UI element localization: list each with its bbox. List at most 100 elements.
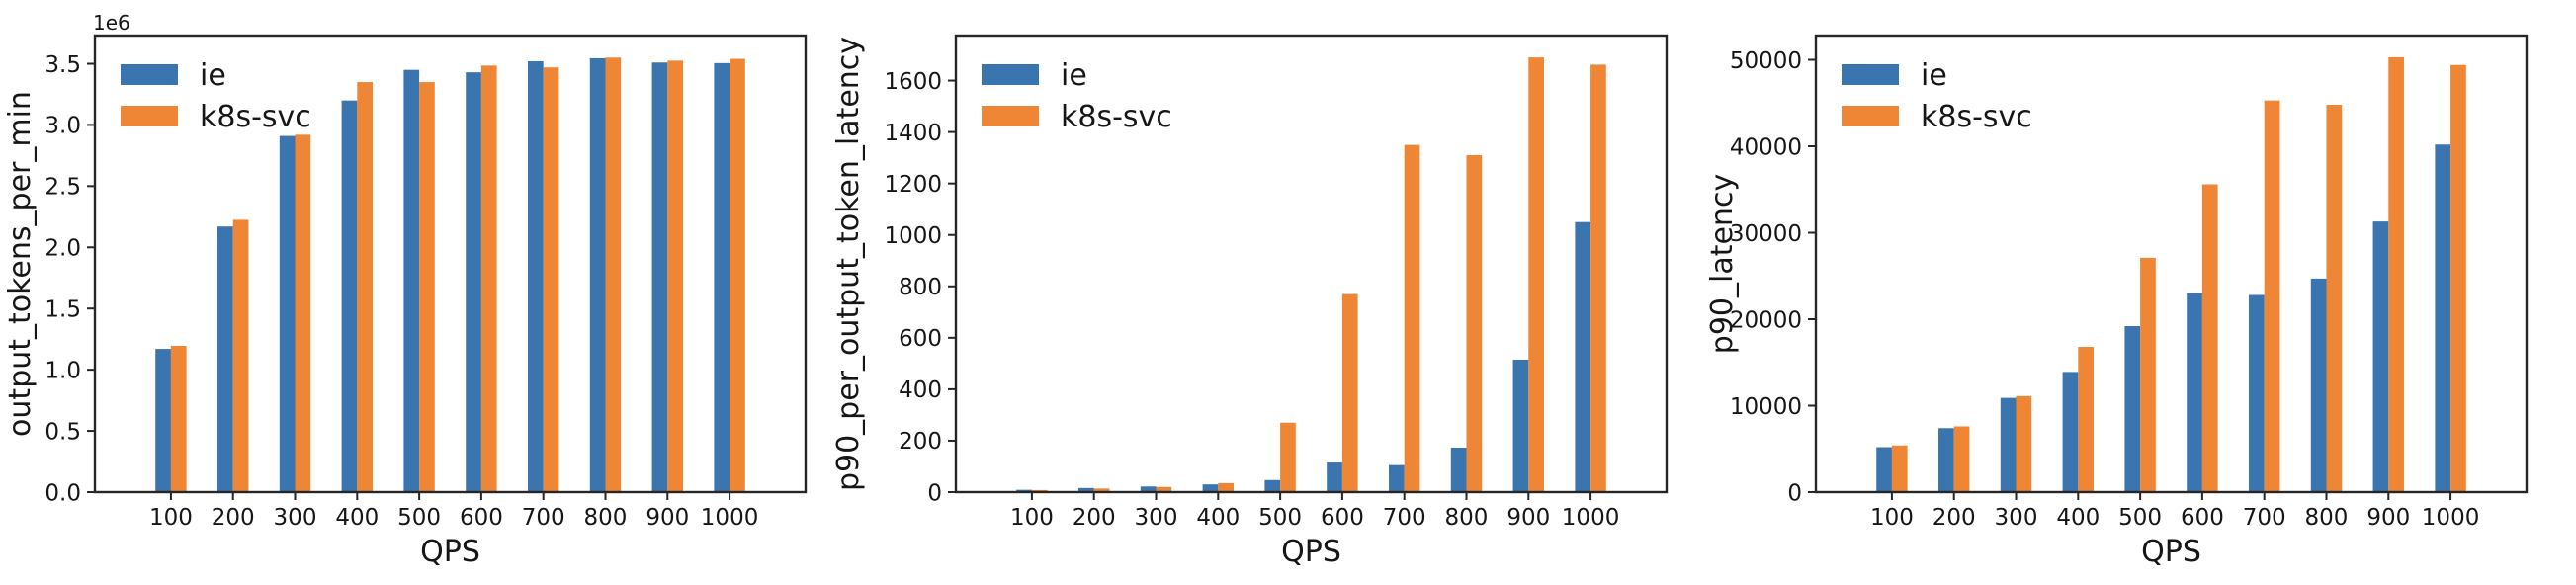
legend-swatch-k8s-svc	[982, 106, 1039, 126]
x-tick-label: 900	[1506, 505, 1550, 531]
x-tick-label: 100	[1010, 505, 1054, 531]
x-tick-label: 200	[212, 505, 255, 531]
bar-ie-200	[1938, 428, 1954, 492]
bar-ie-1000	[1575, 221, 1591, 492]
bar-ie-500	[403, 69, 420, 493]
bar-ie-700	[527, 61, 544, 492]
bar-ie-900	[2372, 221, 2389, 493]
bar-ie-200	[1078, 487, 1094, 492]
x-tick-label: 100	[149, 505, 193, 531]
legend-swatch-ie	[121, 64, 178, 85]
bar-k8s-svc-400	[2078, 347, 2095, 492]
y-tick-label: 0	[1787, 480, 1802, 506]
legend-swatch-k8s-svc	[1842, 106, 1899, 126]
y-tick-label: 400	[899, 377, 942, 403]
y-tick-label: 3.0	[44, 114, 81, 139]
bar-k8s-svc-1000	[2450, 64, 2466, 492]
bar-k8s-svc-400	[1218, 482, 1235, 492]
x-tick-label: 600	[2181, 505, 2224, 531]
bar-ie-500	[1264, 479, 1281, 492]
series-ie	[155, 57, 730, 493]
bar-k8s-svc-900	[2388, 56, 2404, 493]
bar-k8s-svc-100	[1891, 445, 1908, 492]
y-tick-label: 1400	[884, 121, 942, 146]
plot-frame	[1814, 34, 2529, 494]
bar-ie-900	[651, 62, 668, 492]
bar-k8s-svc-300	[1156, 486, 1172, 492]
bar-ie-600	[466, 72, 481, 492]
x-tick-label: 700	[1383, 505, 1426, 531]
legend-label-ie: ie	[1061, 58, 1087, 93]
x-tick-label: 500	[2118, 505, 2162, 531]
y-tick-label: 1600	[884, 69, 942, 95]
bar-k8s-svc-1000	[1590, 64, 1606, 492]
bar-k8s-svc-900	[1528, 57, 1544, 493]
y-tick-label: 2.0	[44, 236, 81, 262]
bar-ie-400	[341, 100, 358, 493]
bar-ie-700	[1388, 464, 1405, 492]
y-tick-label: 3.5	[44, 52, 81, 78]
bar-ie-600	[2187, 292, 2202, 492]
legend-label-ie: ie	[200, 58, 226, 93]
y-tick-label: 1.5	[44, 296, 81, 322]
legend-label-k8s-svc: k8s-svc	[1061, 100, 1172, 134]
y-axis-label: output_tokens_per_min	[3, 91, 38, 437]
bar-ie-800	[1450, 447, 1467, 492]
y-axis-label: p90_latency	[1705, 174, 1740, 354]
chart-p90_latency: 0 10000 20000 30000 40000 50000 100 200 300 400 50…	[1705, 34, 2529, 569]
x-tick-label: 100	[1870, 505, 1914, 531]
bar-k8s-svc-500	[1280, 422, 1296, 492]
bar-k8s-svc-600	[480, 65, 497, 492]
legend: ie k8s-svc	[982, 58, 1172, 134]
legend-label-k8s-svc: k8s-svc	[200, 100, 311, 134]
bar-k8s-svc-800	[1466, 155, 1483, 492]
x-tick-label: 800	[1445, 505, 1489, 531]
bar-k8s-svc-700	[2264, 100, 2280, 493]
x-tick-label: 400	[335, 505, 379, 531]
y-tick-label: 10000	[1730, 394, 1802, 420]
bar-k8s-svc-700	[1404, 144, 1420, 492]
bar-k8s-svc-500	[2140, 257, 2156, 493]
bar-ie-600	[1327, 462, 1342, 492]
x-axis-label: QPS	[1281, 535, 1341, 569]
y-axis-label: p90_per_output_token_latency	[831, 37, 866, 491]
axis-offset-text: 1e6	[93, 11, 130, 35]
x-tick-label: 500	[397, 505, 441, 531]
legend-label-ie: ie	[1921, 58, 1947, 93]
chart-output_tokens_per_min: 0.0 0.5 1.0 1.5 2.0 2.5 3.0 3.5 100 200 300 400 500 6…	[3, 11, 808, 569]
legend: ie k8s-svc	[1842, 58, 2032, 134]
bar-k8s-svc-800	[2326, 105, 2343, 492]
legend: ie k8s-svc	[121, 58, 311, 134]
x-tick-label: 400	[2056, 505, 2100, 531]
bar-ie-300	[2000, 397, 2017, 493]
y-tick-label: 20000	[1730, 307, 1802, 333]
bar-ie-500	[2124, 326, 2141, 492]
bar-k8s-svc-200	[1093, 488, 1110, 492]
series-k8s-svc	[1891, 56, 2466, 493]
y-tick-label: 1.0	[44, 358, 81, 383]
y-tick-label: 40000	[1730, 134, 1802, 160]
x-tick-label: 300	[274, 505, 317, 531]
chart-p90_per_output_token_latency: 0 200 400 600 800 1000 1200 1400 1600 100 200 300 40…	[831, 34, 1669, 569]
plot-frame	[954, 34, 1669, 494]
series-ie	[1016, 221, 1591, 492]
bar-k8s-svc-500	[419, 82, 435, 492]
legend-label-k8s-svc: k8s-svc	[1921, 100, 2032, 134]
y-tick-label: 200	[899, 429, 942, 455]
y-tick-label: 800	[899, 275, 942, 300]
x-tick-label: 800	[2305, 505, 2349, 531]
bar-k8s-svc-900	[667, 60, 683, 492]
x-tick-label: 900	[2366, 505, 2410, 531]
y-tick-label: 1200	[884, 172, 942, 198]
x-tick-label: 500	[1258, 505, 1302, 531]
y-tick-label: 0.5	[44, 419, 81, 445]
legend-swatch-k8s-svc	[121, 106, 178, 126]
bar-ie-300	[279, 135, 296, 492]
y-tick-label: 600	[899, 326, 942, 352]
bar-k8s-svc-700	[543, 67, 559, 492]
y-tick-label: 1000	[884, 223, 942, 249]
bar-ie-700	[2248, 294, 2265, 492]
plot-frame	[93, 34, 808, 494]
bar-k8s-svc-1000	[730, 58, 745, 492]
